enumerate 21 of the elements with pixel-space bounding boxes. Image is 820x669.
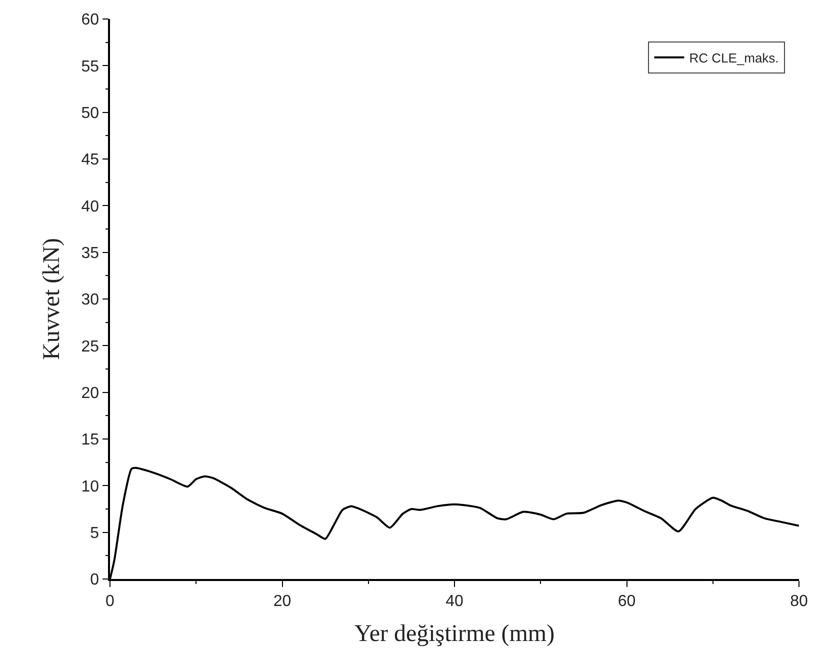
y-tick-label: 10 (81, 478, 100, 496)
y-tick-label: 5 (90, 524, 100, 542)
x-axis-title: Yer değiştirme (mm) (354, 620, 555, 647)
y-tick-label: 25 (81, 338, 100, 356)
x-tick-label: 60 (618, 592, 636, 610)
y-tick-label: 55 (81, 58, 100, 76)
y-axis-title: Kuvvet (kN) (38, 238, 65, 360)
y-tick-label: 50 (81, 104, 100, 122)
x-tick-label: 0 (106, 592, 115, 610)
legend-label: RC CLE_maks. (689, 50, 779, 66)
y-tick-label: 0 (90, 572, 100, 589)
y-tick-label: 30 (81, 292, 100, 309)
y-tick-label: 35 (81, 244, 100, 262)
y-tick-label: 45 (81, 152, 100, 169)
y-tick-label: 40 (81, 198, 100, 216)
y-tick-label: 60 (81, 12, 100, 29)
y-tick-label: 20 (81, 384, 100, 402)
y-tick-label: 15 (81, 432, 100, 449)
x-tick-label: 40 (446, 592, 464, 610)
x-tick-label: 20 (273, 592, 292, 610)
x-tick-label: 80 (790, 592, 808, 610)
